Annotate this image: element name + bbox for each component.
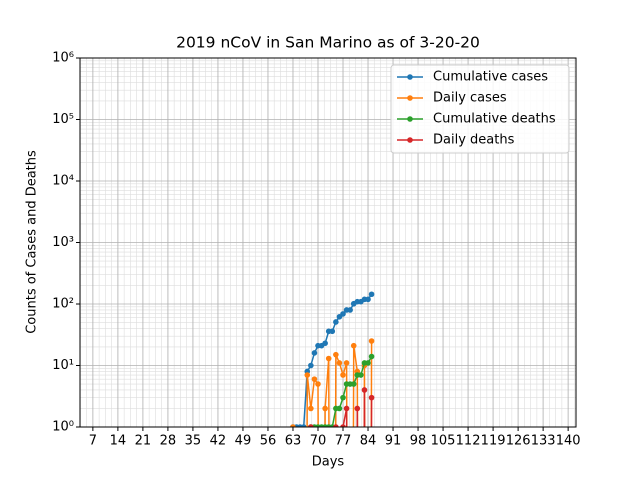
x-tick-label: 91 <box>385 434 402 449</box>
data-point <box>354 405 361 412</box>
axes-frame <box>79 57 577 428</box>
legend-label: Cumulative deaths <box>433 112 556 127</box>
x-tick-label: 14 <box>110 434 127 449</box>
x-tick-label: 21 <box>135 434 152 449</box>
series-line <box>292 293 373 427</box>
x-tick-label: 133 <box>531 434 556 449</box>
chart-title: 2019 nCoV in San Marino as of 3-20-20 <box>176 34 480 52</box>
data-point <box>365 360 371 366</box>
legend-marker <box>407 116 413 122</box>
legend: Cumulative cases Daily cases Cumulative de… <box>390 64 570 154</box>
x-tick-label: 126 <box>506 434 531 449</box>
data-point <box>333 351 339 358</box>
data-point <box>358 372 364 378</box>
data-point <box>336 360 343 366</box>
legend-box <box>390 64 570 154</box>
data-point <box>347 307 353 313</box>
x-tick-label: 84 <box>360 434 377 449</box>
data-point <box>343 360 350 366</box>
data-point <box>340 424 346 427</box>
data-point <box>322 340 328 347</box>
data-point <box>308 405 314 412</box>
plot-area <box>290 291 375 427</box>
data-point <box>333 319 339 325</box>
x-tick-label: 63 <box>285 434 302 449</box>
data-point <box>368 394 375 401</box>
x-tick-label: 105 <box>431 434 456 449</box>
y-tick-label: 10³ <box>52 235 74 250</box>
data-point <box>290 424 296 427</box>
data-point <box>336 405 343 412</box>
x-tick-label: 56 <box>260 434 277 449</box>
data-point <box>308 362 314 369</box>
x-tick-label: 140 <box>556 434 581 449</box>
legend-label: Cumulative cases <box>433 70 548 85</box>
y-tick-label: 10⁴ <box>52 174 74 189</box>
y-tick-label: 10⁰ <box>52 420 74 435</box>
y-tick-label: 10⁶ <box>52 51 74 66</box>
data-point <box>322 405 328 412</box>
y-tick-label: 10⁵ <box>52 112 74 127</box>
x-tick-label: 28 <box>160 434 177 449</box>
data-point <box>343 405 350 412</box>
legend-marker <box>407 137 413 143</box>
y-tick-label: 10¹ <box>52 358 74 373</box>
x-tick-label: 119 <box>481 434 506 449</box>
data-point <box>350 381 357 387</box>
data-point <box>315 381 321 387</box>
data-point <box>340 372 346 378</box>
x-tick-label: 35 <box>185 434 202 449</box>
data-point <box>340 394 346 401</box>
data-point <box>368 338 375 344</box>
legend-marker <box>407 74 413 80</box>
data-point <box>368 291 375 298</box>
legend-label: Daily cases <box>433 91 507 106</box>
data-point <box>304 372 311 378</box>
data-point <box>368 353 375 360</box>
x-tick-label: 7 <box>89 434 97 449</box>
data-point <box>333 424 339 427</box>
legend-marker <box>407 95 413 101</box>
y-tick-label: 10² <box>52 297 74 312</box>
data-point <box>308 424 314 427</box>
x-tick-label: 70 <box>310 434 327 449</box>
data-point <box>329 328 336 335</box>
x-tick-label: 49 <box>235 434 252 449</box>
x-tick-label: 42 <box>210 434 227 449</box>
legend-label: Daily deaths <box>433 133 515 148</box>
x-tick-label: 77 <box>335 434 352 449</box>
data-point <box>300 424 307 427</box>
y-axis-label: Counts of Cases and Deaths <box>25 150 40 334</box>
data-point <box>361 387 368 393</box>
data-point <box>365 296 371 303</box>
x-tick-label: 112 <box>456 434 481 449</box>
data-point <box>325 355 332 362</box>
x-tick-label: 98 <box>410 434 427 449</box>
data-point <box>350 342 357 349</box>
data-point <box>311 376 318 382</box>
data-point <box>340 311 346 317</box>
x-axis-label: Days <box>312 455 345 470</box>
data-point <box>311 350 318 356</box>
